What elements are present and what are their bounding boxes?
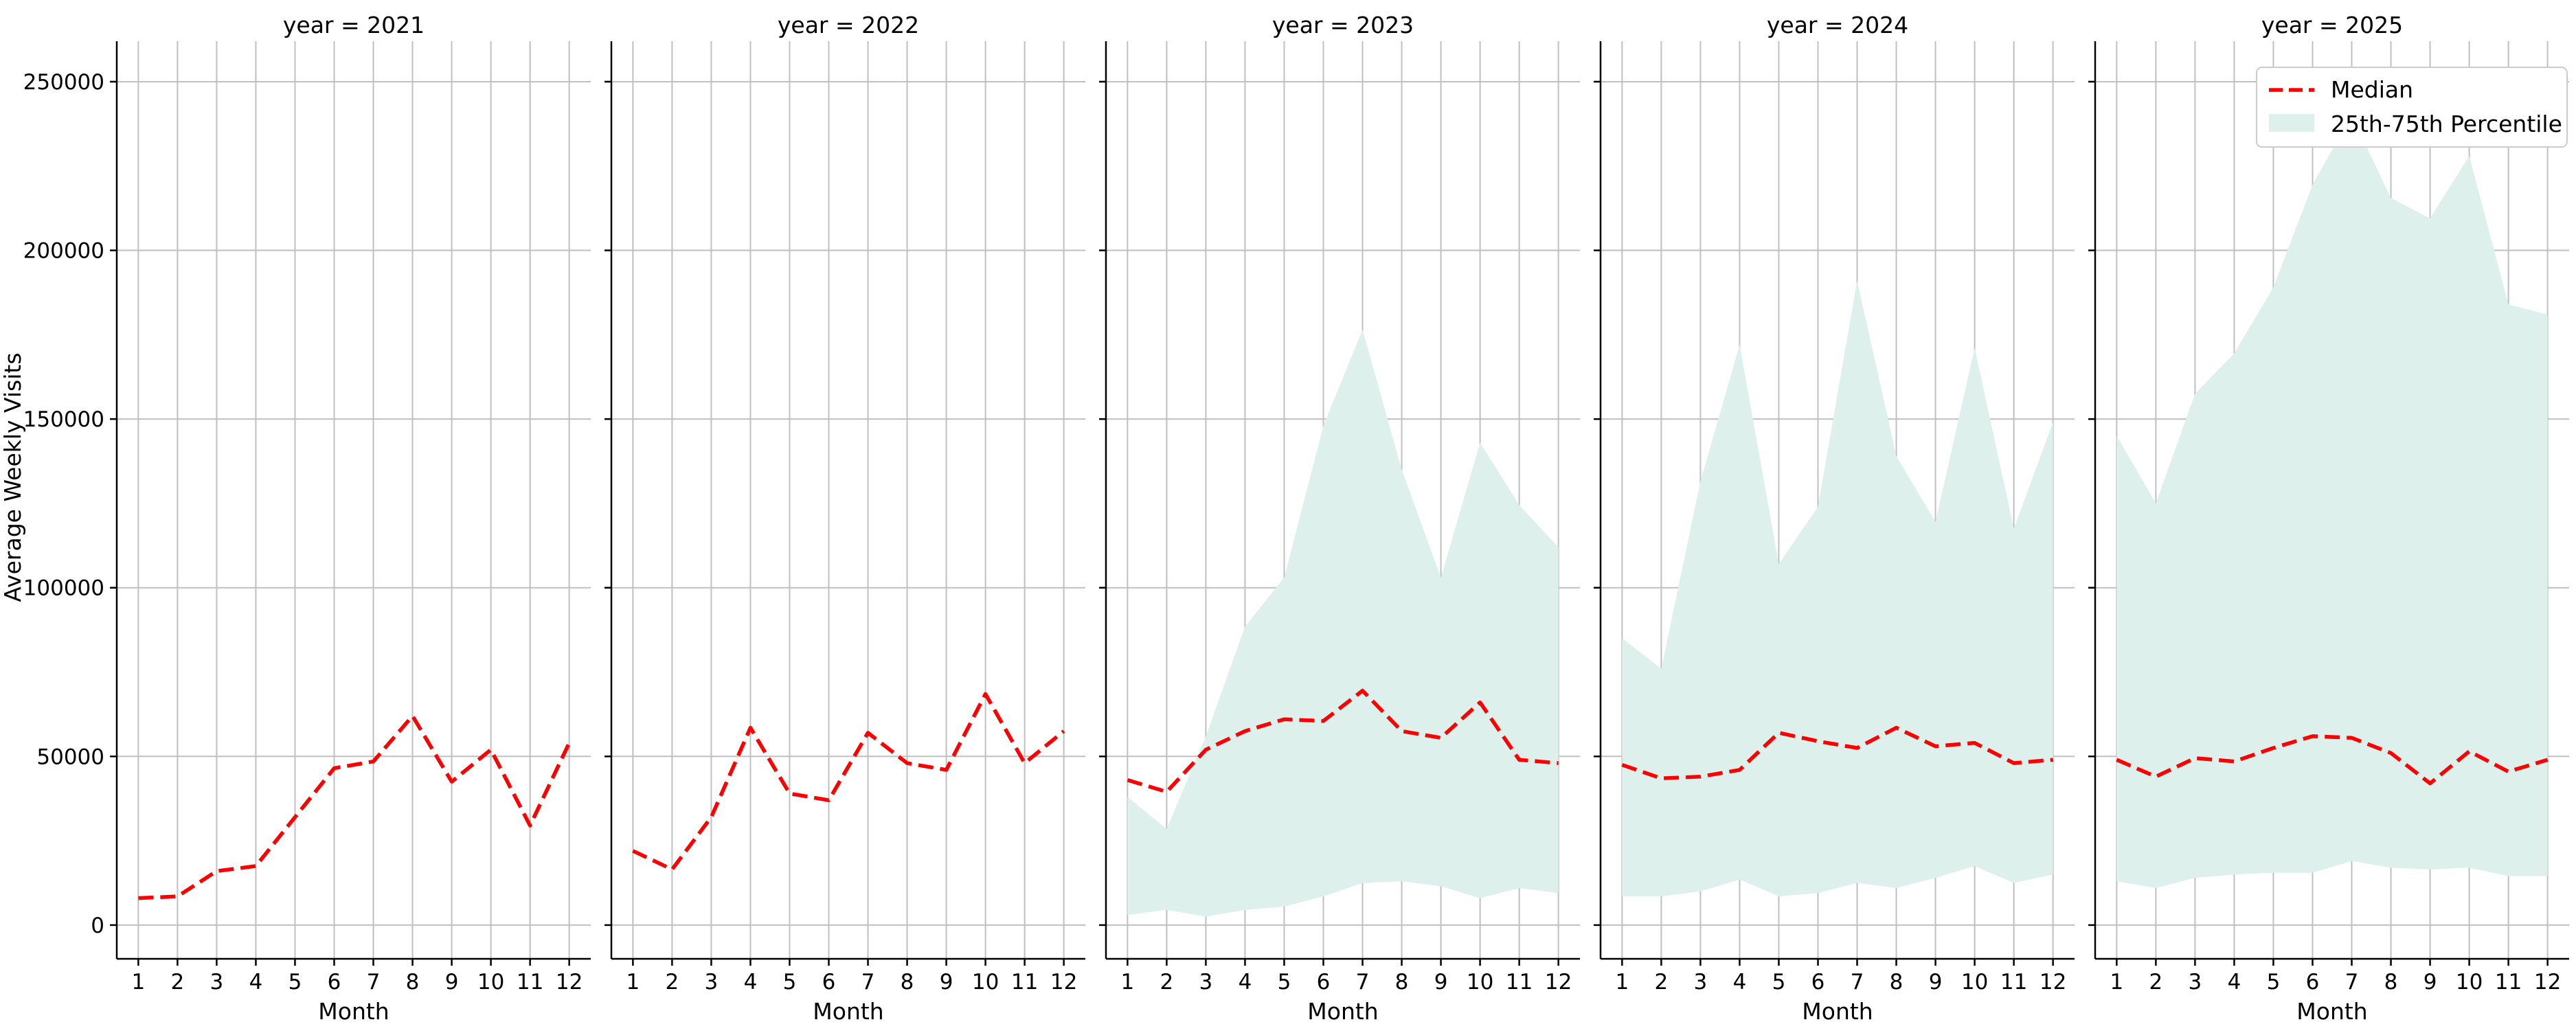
- y-tick-label: 0: [91, 913, 104, 938]
- x-tick-label: 3: [2189, 970, 2202, 995]
- x-tick-label: 4: [249, 970, 263, 995]
- x-tick-label: 4: [2228, 970, 2241, 995]
- x-tick-label: 11: [1011, 970, 1038, 995]
- x-tick-label: 11: [2000, 970, 2027, 995]
- legend: Median 25th-75th Percentile: [2256, 67, 2568, 148]
- x-tick-label: 12: [2040, 970, 2066, 995]
- legend-band-label: 25th-75th Percentile: [2331, 111, 2562, 137]
- x-tick-label: 3: [210, 970, 224, 995]
- x-tick-label: 2: [1160, 970, 1174, 995]
- x-axis-label: Month: [2296, 998, 2367, 1025]
- x-tick-label: 9: [445, 970, 459, 995]
- x-tick-label: 6: [1317, 970, 1331, 995]
- x-tick-label: 8: [1890, 970, 1903, 995]
- legend-box: [2256, 67, 2568, 148]
- median-line: [2116, 734, 2549, 786]
- x-tick-label: 12: [1050, 970, 1077, 995]
- x-tick-label: 11: [1506, 970, 1533, 995]
- x-tick-label: 6: [2306, 970, 2320, 995]
- y-axis-label: Average Weekly Visits: [0, 352, 26, 602]
- x-tick-label: 11: [2495, 970, 2522, 995]
- y-tick-label: 50000: [36, 745, 104, 769]
- panel-title: year = 2022: [778, 12, 919, 38]
- panel-title: year = 2025: [2261, 12, 2403, 38]
- x-tick-label: 12: [1545, 970, 1572, 995]
- x-tick-label: 5: [783, 970, 797, 995]
- x-tick-label: 7: [861, 970, 875, 995]
- x-tick-label: 4: [744, 970, 758, 995]
- x-tick-label: 11: [517, 970, 543, 995]
- x-tick-label: 10: [2456, 970, 2483, 995]
- x-tick-label: 6: [1811, 970, 1825, 995]
- x-tick-label: 10: [477, 970, 504, 995]
- x-tick-label: 12: [556, 970, 583, 995]
- x-tick-label: 1: [131, 970, 145, 995]
- panel-title: year = 2021: [283, 12, 425, 38]
- x-tick-label: 5: [2267, 970, 2281, 995]
- x-tick-label: 2: [666, 970, 679, 995]
- panel-title: year = 2024: [1767, 12, 1908, 38]
- x-tick-label: 2: [171, 970, 185, 995]
- percentile-band: [1622, 280, 2053, 897]
- y-tick-label: 100000: [23, 576, 104, 601]
- x-tick-label: 10: [1467, 970, 1493, 995]
- x-tick-label: 7: [1356, 970, 1370, 995]
- x-tick-label: 5: [289, 970, 302, 995]
- x-tick-label: 4: [1733, 970, 1747, 995]
- median-line: [1127, 688, 1559, 794]
- x-tick-label: 9: [940, 970, 953, 995]
- median-line: [138, 714, 572, 900]
- y-tick-label: 200000: [23, 239, 104, 264]
- median-line: [632, 692, 1065, 872]
- legend-median-label: Median: [2331, 76, 2413, 103]
- x-tick-label: 4: [1239, 970, 1252, 995]
- x-tick-label: 10: [1961, 970, 1988, 995]
- panel-title: year = 2023: [1272, 12, 1414, 38]
- x-tick-label: 9: [1929, 970, 1943, 995]
- x-tick-label: 8: [2384, 970, 2398, 995]
- x-tick-label: 6: [328, 970, 341, 995]
- x-tick-label: 8: [901, 970, 914, 995]
- x-tick-label: 1: [1120, 970, 1134, 995]
- x-tick-label: 12: [2534, 970, 2561, 995]
- x-tick-label: 7: [2345, 970, 2359, 995]
- x-axis-label: Month: [318, 998, 389, 1025]
- x-tick-label: 3: [705, 970, 719, 995]
- x-tick-label: 7: [367, 970, 381, 995]
- x-tick-label: 8: [1395, 970, 1409, 995]
- x-tick-label: 10: [972, 970, 999, 995]
- x-axis-label: Month: [1802, 998, 1873, 1025]
- x-tick-label: 2: [1655, 970, 1669, 995]
- legend-band-swatch: [2269, 114, 2314, 132]
- x-tick-label: 3: [1199, 970, 1213, 995]
- x-tick-label: 5: [1772, 970, 1786, 995]
- x-tick-label: 1: [626, 970, 640, 995]
- x-tick-label: 8: [406, 970, 420, 995]
- x-tick-label: 6: [822, 970, 836, 995]
- median-line: [1621, 725, 2053, 780]
- x-tick-label: 9: [2424, 970, 2437, 995]
- x-axis-label: Month: [813, 998, 883, 1025]
- x-tick-label: 7: [1851, 970, 1864, 995]
- percentile-band: [2116, 115, 2548, 888]
- y-tick-label: 250000: [23, 70, 104, 95]
- x-tick-label: 2: [2149, 970, 2163, 995]
- percentile-band: [1127, 329, 1559, 917]
- x-axis-label: Month: [1307, 998, 1378, 1025]
- x-tick-label: 1: [2110, 970, 2123, 995]
- x-tick-label: 9: [1434, 970, 1448, 995]
- x-tick-label: 3: [1694, 970, 1708, 995]
- x-tick-label: 5: [1278, 970, 1291, 995]
- y-tick-label: 150000: [23, 407, 104, 432]
- x-tick-label: 1: [1615, 970, 1629, 995]
